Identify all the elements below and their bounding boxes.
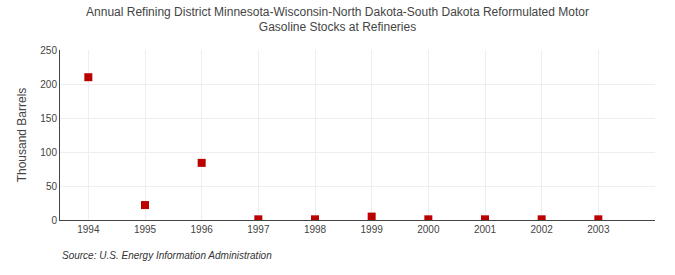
svg-text:1997: 1997 xyxy=(247,224,270,235)
svg-text:2001: 2001 xyxy=(474,224,497,235)
svg-text:250: 250 xyxy=(40,45,57,56)
svg-text:1995: 1995 xyxy=(134,224,157,235)
svg-text:2002: 2002 xyxy=(531,224,554,235)
svg-text:2000: 2000 xyxy=(417,224,440,235)
svg-text:2003: 2003 xyxy=(587,224,610,235)
svg-text:1999: 1999 xyxy=(361,224,384,235)
svg-text:Source: U.S. Energy Informatio: Source: U.S. Energy Information Administ… xyxy=(62,250,272,261)
svg-text:200: 200 xyxy=(40,79,57,90)
svg-text:1996: 1996 xyxy=(191,224,214,235)
svg-text:Annual Refining District Minne: Annual Refining District Minnesota-Wisco… xyxy=(86,5,589,35)
svg-text:50: 50 xyxy=(46,181,58,192)
svg-text:0: 0 xyxy=(51,215,57,226)
svg-text:1994: 1994 xyxy=(77,224,100,235)
svg-text:Thousand Barrels: Thousand Barrels xyxy=(15,88,29,183)
svg-text:150: 150 xyxy=(40,113,57,124)
svg-text:1998: 1998 xyxy=(304,224,327,235)
svg-text:100: 100 xyxy=(40,147,57,158)
